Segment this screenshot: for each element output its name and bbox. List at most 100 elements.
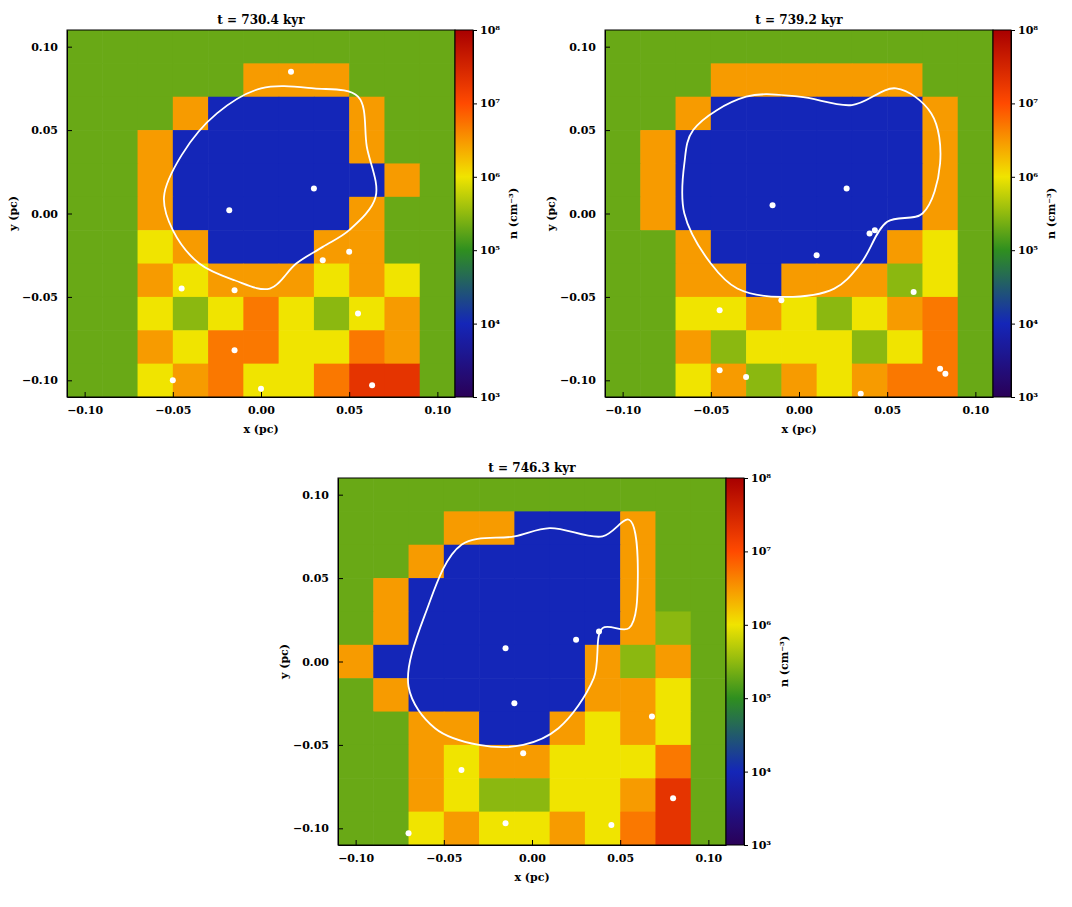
cell [852, 330, 888, 364]
sink-particle [743, 374, 749, 380]
cell [655, 778, 691, 812]
cell [817, 130, 853, 164]
sink-particle [608, 822, 614, 828]
cell [102, 163, 138, 197]
cell [349, 264, 385, 298]
tick: −0.05 [426, 840, 462, 865]
cell [817, 230, 853, 264]
colorbar-title: n (cm⁻³) [507, 188, 520, 239]
cell [208, 97, 244, 131]
cell [208, 230, 244, 264]
tick-mark [173, 392, 174, 397]
title: t = 739.2 kyr [755, 13, 843, 27]
tick-label: 0.05 [569, 124, 596, 137]
sink-particle [814, 252, 820, 258]
cell [444, 745, 480, 779]
tick: 10⁸ [1011, 24, 1038, 37]
cell [409, 745, 445, 779]
cell [420, 197, 455, 231]
cell [138, 230, 174, 264]
cell [373, 778, 409, 812]
cell [711, 297, 747, 331]
tick-mark [67, 130, 72, 131]
tick-mark [887, 392, 888, 397]
sinks [406, 628, 677, 836]
tick-mark [473, 250, 477, 251]
cell [605, 264, 641, 298]
cell [711, 163, 747, 197]
cell [691, 611, 726, 645]
cell [409, 611, 445, 645]
sink-particle [355, 311, 361, 317]
colorbar-title: n (cm⁻³) [1045, 188, 1058, 239]
sink-particle [170, 377, 176, 383]
cell [173, 297, 209, 331]
y-axis-title: y (pc) [7, 196, 20, 232]
cell [887, 130, 923, 164]
tick: 10⁶ [1011, 171, 1038, 184]
tick: 10⁷ [744, 545, 771, 558]
cell [349, 364, 385, 397]
cell [852, 130, 888, 164]
cell [384, 364, 420, 397]
tick-mark [799, 392, 800, 397]
tick-label: −0.05 [22, 291, 58, 304]
cell [314, 163, 350, 197]
sink-particle [179, 286, 185, 292]
tick: 10⁵ [473, 244, 500, 257]
x-axis-title: x (pc) [243, 423, 278, 436]
tick: 10³ [1011, 391, 1038, 404]
cell [958, 163, 993, 197]
cell [479, 545, 515, 579]
cell [655, 645, 691, 679]
tick: −0.05 [155, 392, 191, 417]
tick: 0.10 [962, 392, 989, 417]
title: t = 746.3 kyr [488, 461, 576, 475]
tick-mark [1011, 324, 1015, 325]
cell [655, 678, 691, 712]
cell [338, 778, 374, 812]
cell [444, 812, 480, 845]
tick-mark [605, 47, 610, 48]
cell [550, 578, 586, 612]
cell [922, 30, 958, 64]
cell [208, 163, 244, 197]
cell [338, 545, 374, 579]
cell [338, 745, 374, 779]
tick-label: 0.00 [31, 208, 58, 221]
tick-mark [261, 392, 262, 397]
cell [67, 30, 103, 64]
cell [173, 364, 209, 397]
panel: −0.10−0.050.000.050.10−0.10−0.050.000.05… [7, 13, 520, 436]
cell [852, 97, 888, 131]
tick-label: 0.10 [962, 404, 989, 417]
cell [514, 678, 550, 712]
cell [479, 645, 515, 679]
tick: 0.00 [302, 656, 343, 669]
tick-label: 0.10 [424, 404, 451, 417]
cell [102, 63, 138, 97]
x-axis-title: x (pc) [781, 423, 816, 436]
cell [711, 130, 747, 164]
cell [887, 264, 923, 298]
cell [138, 364, 174, 397]
cell [384, 297, 420, 331]
tick: 0.00 [569, 208, 610, 221]
cell [781, 230, 817, 264]
contour [682, 88, 940, 297]
tick: 0.10 [424, 392, 451, 417]
frame [605, 30, 993, 397]
cell [138, 330, 174, 364]
cell [373, 645, 409, 679]
cell [279, 230, 315, 264]
cell [314, 230, 350, 264]
tick-mark [1011, 103, 1015, 104]
cell [479, 578, 515, 612]
cell [958, 364, 993, 397]
cell [373, 812, 409, 845]
cell [605, 163, 641, 197]
cell [781, 63, 817, 97]
cell [243, 364, 279, 397]
cell [173, 330, 209, 364]
cell [620, 478, 656, 512]
